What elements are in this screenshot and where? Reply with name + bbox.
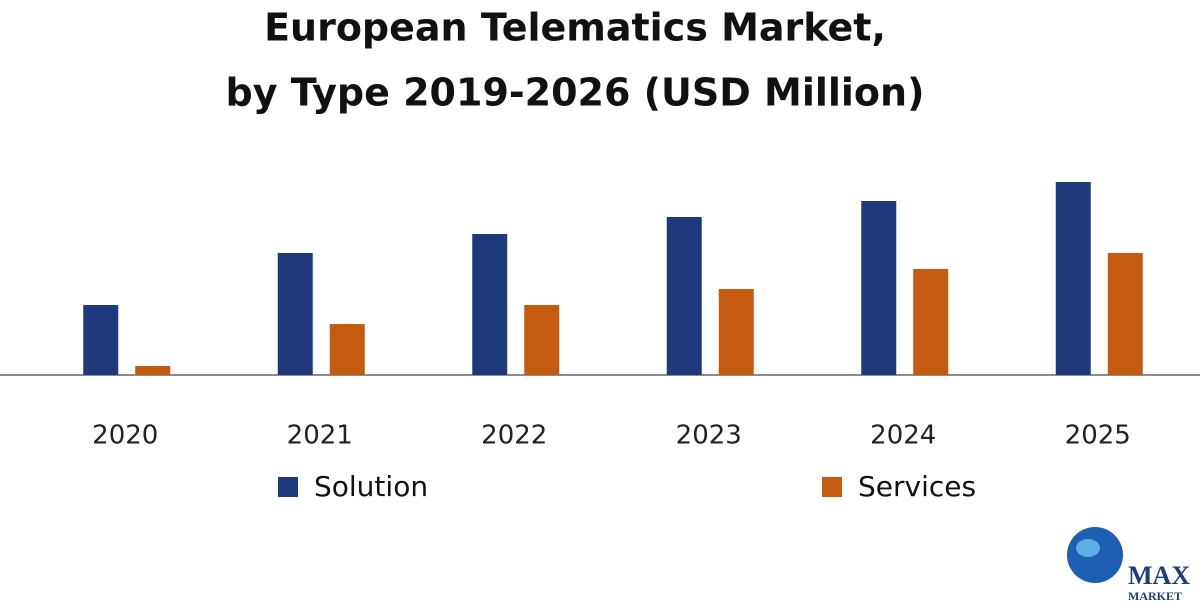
bar — [277, 253, 313, 375]
bar — [83, 305, 119, 375]
bar — [524, 305, 560, 375]
chart-title: European Telematics Market, — [264, 6, 886, 50]
bar — [861, 201, 897, 375]
x-tick-label: 2024 — [870, 421, 936, 451]
legend-swatch — [822, 477, 842, 497]
logo-text: MAX — [1128, 561, 1190, 590]
legend-swatch — [278, 477, 298, 497]
bar — [913, 269, 949, 375]
x-tick-label: 2021 — [287, 421, 353, 451]
bar — [1107, 253, 1143, 375]
legend-label: Solution — [314, 470, 428, 503]
x-tick-label: 2025 — [1065, 421, 1131, 451]
chart-title: by Type 2019-2026 (USD Million) — [226, 71, 925, 115]
x-tick-label: 2023 — [676, 421, 742, 451]
bar — [329, 324, 365, 375]
bar — [666, 217, 702, 375]
legend-label: Services — [858, 470, 976, 503]
x-tick-label: 2020 — [92, 421, 158, 451]
bar — [472, 234, 508, 375]
logo-text: MARKET — [1128, 589, 1182, 600]
bar — [135, 366, 171, 375]
logo-globe-highlight — [1076, 539, 1100, 557]
bar — [718, 289, 754, 375]
x-tick-label: 2022 — [481, 421, 547, 451]
bar — [1055, 182, 1091, 375]
